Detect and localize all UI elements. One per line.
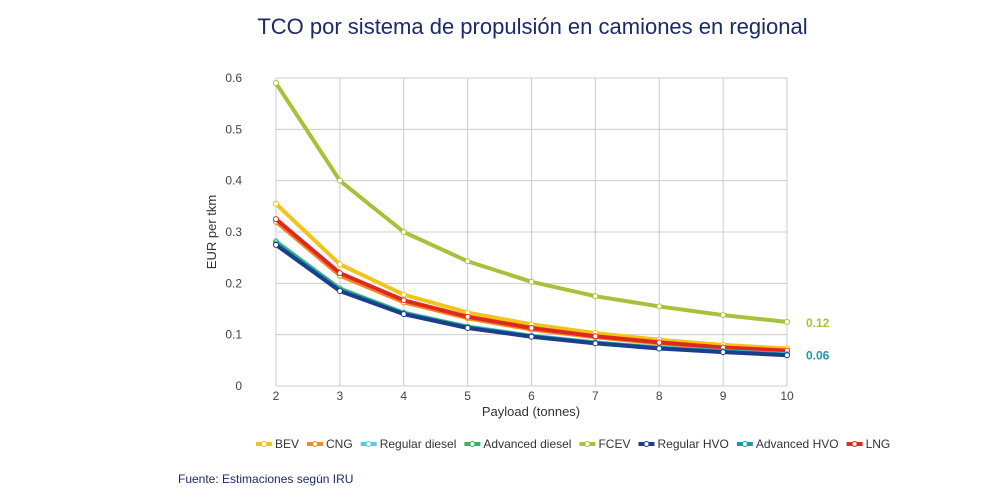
- data-point: [464, 258, 471, 265]
- source-note: Fuente: Estimaciones según IRU: [178, 472, 354, 486]
- data-point: [720, 349, 727, 356]
- legend-item: FCEV: [598, 437, 630, 451]
- legend-item: CNG: [326, 437, 353, 451]
- data-point: [656, 339, 663, 346]
- data-point: [273, 80, 279, 87]
- legend-marker: [584, 441, 591, 447]
- legend-marker: [741, 441, 748, 447]
- legend-marker: [261, 441, 267, 447]
- data-point: [400, 311, 407, 318]
- data-point: [336, 270, 343, 277]
- legend-item: Advanced diesel: [483, 437, 571, 451]
- end-value-label: 0.06: [806, 349, 830, 363]
- end-value-label: 0.12: [806, 316, 830, 330]
- data-point: [336, 288, 343, 295]
- data-point: [592, 340, 599, 347]
- data-point: [273, 241, 279, 248]
- y-tick-label: 0.2: [225, 276, 242, 290]
- x-tick-label: 3: [337, 389, 344, 403]
- y-tick-label: 0.1: [225, 328, 242, 342]
- x-tick-label: 10: [780, 389, 794, 403]
- legend-marker: [851, 441, 858, 447]
- data-point: [592, 333, 599, 340]
- x-tick-label: 9: [720, 389, 727, 403]
- legend-marker: [469, 441, 476, 447]
- data-point: [720, 312, 727, 319]
- x-tick-label: 8: [656, 389, 663, 403]
- data-point: [784, 318, 790, 325]
- x-tick-label: 2: [273, 389, 280, 403]
- x-axis-label: Payload (tonnes): [482, 404, 580, 419]
- data-point: [656, 303, 663, 310]
- data-point: [592, 293, 599, 300]
- data-point: [273, 216, 279, 223]
- data-point: [464, 324, 471, 331]
- x-tick-label: 4: [400, 389, 407, 403]
- data-point: [528, 333, 535, 340]
- data-point: [784, 352, 790, 359]
- data-point: [656, 345, 663, 352]
- legend-item: Regular HVO: [657, 437, 728, 451]
- legend-item: Regular diesel: [380, 437, 457, 451]
- y-tick-label: 0.3: [225, 225, 242, 239]
- data-point: [400, 291, 407, 298]
- y-tick-label: 0.5: [225, 122, 242, 136]
- legend-item: Advanced HVO: [756, 437, 839, 451]
- y-tick-label: 0.6: [225, 71, 242, 85]
- legend-item: LNG: [866, 437, 891, 451]
- data-point: [336, 261, 343, 268]
- legend-marker: [365, 441, 372, 447]
- y-tick-label: 0.4: [225, 174, 242, 188]
- legend-item: BEV: [275, 437, 299, 451]
- data-point: [464, 313, 471, 320]
- data-point: [336, 177, 343, 184]
- chart-title: TCO por sistema de propulsión en camione…: [257, 14, 808, 39]
- data-point: [528, 278, 535, 285]
- data-point: [273, 200, 279, 207]
- y-axis-label: EUR per tkm: [204, 195, 219, 269]
- x-tick-label: 5: [464, 389, 471, 403]
- data-point: [400, 229, 407, 235]
- x-tick-label: 6: [528, 389, 535, 403]
- x-tick-label: 7: [592, 389, 599, 403]
- legend-marker: [643, 441, 650, 447]
- y-tick-label: 0: [235, 379, 242, 393]
- data-point: [400, 297, 407, 304]
- legend-marker: [312, 441, 319, 447]
- data-point: [528, 324, 535, 331]
